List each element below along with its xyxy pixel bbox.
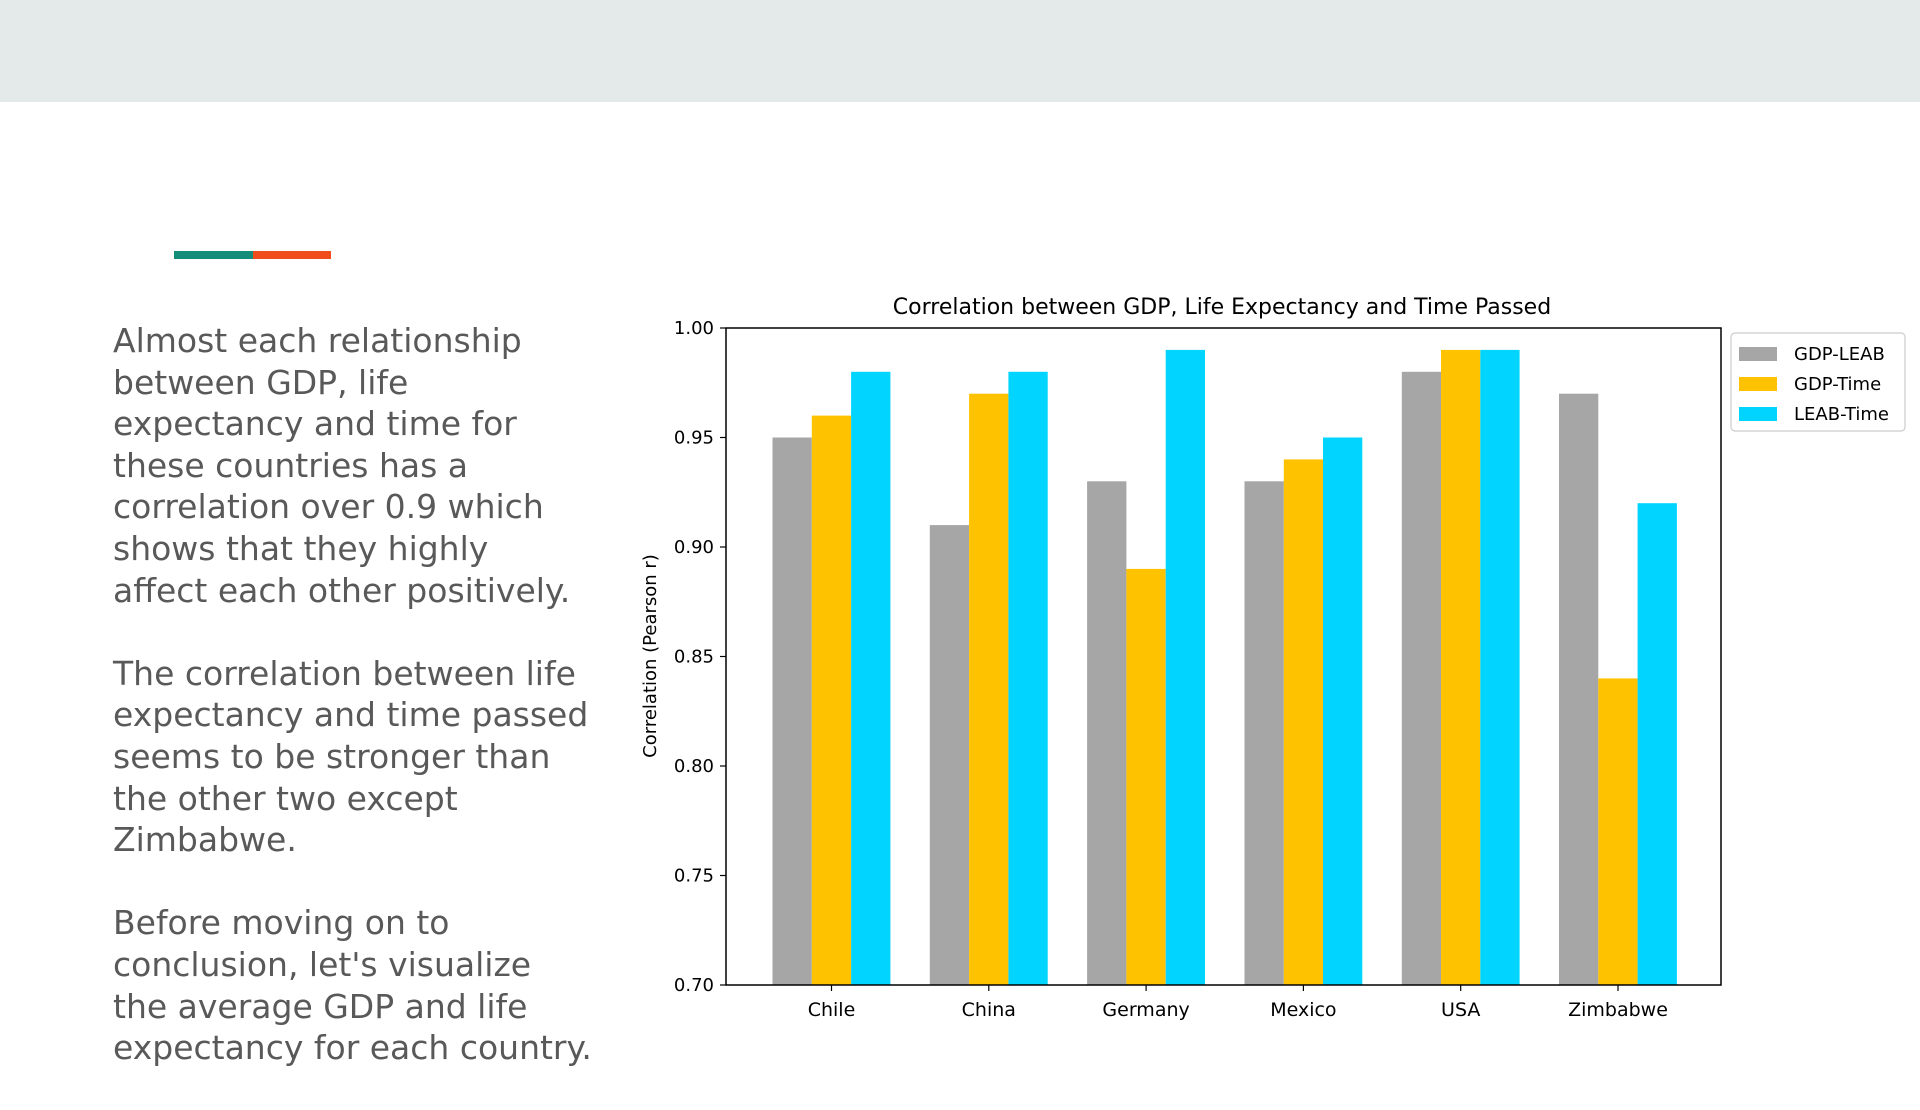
bar-gdp-leab-usa: [1401, 371, 1442, 985]
legend-label-leab-time: LEAB-Time: [1794, 404, 1889, 425]
y-tick-label: 1.00: [674, 318, 714, 339]
paragraph-1: Almost each relationship between GDP, li…: [113, 321, 571, 610]
bar-gdp-time-mexico: [1283, 459, 1324, 985]
paragraph-3: Before moving on to conclusion, let's vi…: [113, 903, 592, 1068]
x-tick-label: Mexico: [1270, 999, 1336, 1021]
paragraph-2: The correlation between life expectancy …: [113, 653, 589, 860]
accent-bar-orange: [253, 251, 331, 259]
plot-frame: [725, 327, 1722, 986]
bar-gdp-time-chile: [811, 415, 852, 986]
y-axis-label: Correlation (Pearson r): [640, 554, 661, 758]
x-tick-label: Chile: [808, 999, 856, 1021]
bar-gdp-time-zimbabwe: [1598, 678, 1638, 985]
bar-chart: Correlation between GDP, Life Expectancy…: [640, 295, 1906, 1021]
bar-leab-time-china: [1008, 371, 1048, 985]
legend-label-gdp-leab: GDP-LEAB: [1794, 344, 1885, 365]
bar-gdp-leab-mexico: [1244, 481, 1284, 985]
y-tick-label: 0.90: [674, 537, 714, 558]
y-tick-label: 0.95: [674, 428, 714, 449]
bar-leab-time-chile: [851, 371, 891, 985]
bar-gdp-leab-china: [929, 525, 970, 985]
bar-leab-time-zimbabwe: [1637, 503, 1677, 985]
y-tick-label: 0.75: [674, 866, 714, 887]
accent-bar-teal: [174, 251, 253, 259]
y-tick-label: 0.85: [674, 647, 714, 668]
legend-swatch-leab-time: [1739, 407, 1777, 421]
bar-gdp-leab-germany: [1087, 481, 1127, 985]
x-tick-label: China: [962, 999, 1016, 1021]
y-tick-label: 0.80: [674, 756, 714, 777]
x-tick-label: USA: [1441, 999, 1480, 1021]
bar-gdp-leab-chile: [772, 437, 812, 985]
header-band: [0, 0, 1920, 102]
legend-swatch-gdp-leab: [1739, 347, 1777, 361]
legend-swatch-gdp-time: [1739, 377, 1777, 391]
bar-gdp-time-germany: [1126, 568, 1166, 985]
body-text: Almost each relationship between GDP, li…: [113, 320, 593, 1110]
legend-label-gdp-time: GDP-Time: [1794, 374, 1881, 395]
chart-title: Correlation between GDP, Life Expectancy…: [893, 295, 1551, 320]
x-tick-label: Zimbabwe: [1568, 999, 1668, 1021]
bar-leab-time-germany: [1165, 349, 1205, 985]
bar-gdp-leab-zimbabwe: [1559, 393, 1599, 985]
x-tick-label: Germany: [1102, 999, 1189, 1021]
bar-gdp-time-china: [969, 393, 1009, 985]
bar-leab-time-usa: [1480, 349, 1520, 985]
y-tick-label: 0.70: [674, 975, 714, 996]
bar-gdp-time-usa: [1441, 349, 1481, 985]
bar-leab-time-mexico: [1323, 437, 1363, 985]
